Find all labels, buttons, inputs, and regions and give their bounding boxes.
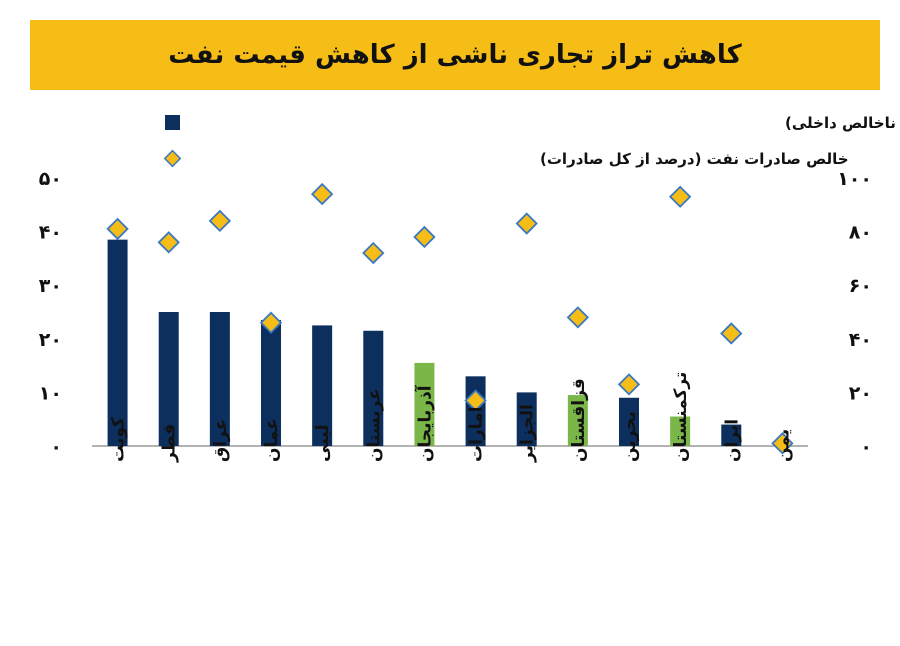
y-left-tick-label: ۴۰ (39, 222, 62, 244)
bar (363, 330, 384, 446)
diamond-point (668, 185, 692, 208)
category-label: آذربایجان (413, 384, 435, 462)
bar (312, 325, 333, 446)
bar (107, 239, 128, 446)
y-left-tick-label: ۵۰ (39, 168, 62, 190)
diamond-point (413, 225, 436, 249)
category-label: ترکمنستان (671, 372, 691, 462)
y-left-tick-label: ۲۰ (39, 329, 62, 351)
category-label: بحرین (620, 411, 640, 462)
category-label: عراق (211, 419, 231, 462)
category-label: قزاقستان (569, 378, 589, 462)
bar (619, 397, 639, 446)
category-label: عمان (262, 418, 282, 462)
diamond-point (617, 373, 641, 396)
diamond-point (106, 217, 129, 241)
y-left-tick-label: ۰ (50, 436, 62, 458)
legend-bar-label: کاهش تراز تجاری ناشی از کاهش قیمت نفت(در… (785, 114, 900, 132)
category-label: امارات (467, 407, 487, 462)
diamond-point (464, 389, 487, 412)
category-label: لیبی (313, 425, 333, 462)
chart-title-banner: کاهش تراز تجاری ناشی از کاهش قیمت نفت (30, 20, 880, 90)
bar (670, 416, 691, 446)
y-right-tick-label: ۶۰ (849, 275, 872, 297)
diamond-point (720, 322, 743, 345)
bar (721, 424, 742, 446)
bar (209, 312, 230, 446)
y-right-tick-label: ۲۰ (849, 382, 872, 404)
diamond-point (310, 182, 334, 206)
plot-area: ۰ ۱۰ ۲۰ ۳۰ ۴۰ ۵۰ ۰ ۲۰ ۴۰ ۶۰ ۸۰ ۱۰۰ کویت قطر عراق عمان لی… (39, 168, 872, 463)
bar (567, 395, 588, 446)
diamond-point (515, 212, 538, 235)
legend-diamond-swatch (163, 149, 182, 168)
y-right-tick-label: ۰ (860, 436, 872, 458)
y-left-tick-label: ۳۰ (39, 275, 62, 297)
y-right-tick-label: ۸۰ (849, 222, 872, 244)
diamond-point (362, 241, 385, 265)
bar (516, 392, 537, 446)
bar (158, 312, 179, 446)
bar (261, 320, 281, 446)
y-left-tick-label: ۱۰ (39, 382, 62, 404)
category-label: قطر (160, 424, 180, 463)
category-label: عربستان (364, 388, 384, 462)
y-right-tick-label: ۱۰۰ (837, 168, 872, 190)
category-label: الجزایر (518, 404, 538, 463)
category-label: یمن (773, 429, 793, 462)
diamond-point (157, 231, 180, 254)
category-label: کویت (109, 417, 129, 462)
legend-diamond-label: خالص صادرات نفت (درصد از کل صادرات) (540, 150, 849, 168)
diamond-point (259, 311, 283, 334)
legend-bar-swatch (165, 115, 180, 130)
bar (414, 362, 435, 446)
diamond-point (566, 306, 590, 329)
chart-title: کاهش تراز تجاری ناشی از کاهش قیمت نفت (168, 40, 742, 70)
y-right-tick-label: ۴۰ (849, 329, 872, 351)
category-label: ایران (722, 419, 742, 462)
diamond-point (208, 209, 232, 233)
diamond-point (771, 432, 794, 455)
